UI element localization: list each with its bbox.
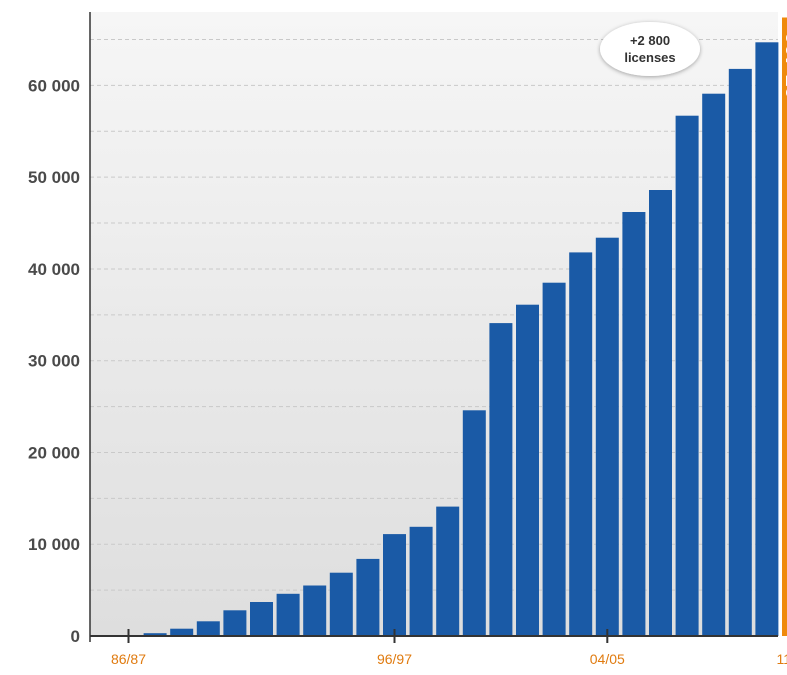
bar [649, 190, 672, 636]
y-tick-label: 40 000 [28, 260, 80, 279]
y-tick-label: 60 000 [28, 76, 80, 95]
y-tick-label: 30 000 [28, 352, 80, 371]
bar [356, 559, 379, 636]
bar [436, 507, 459, 636]
bar [755, 42, 778, 636]
highlight-value-label: 67 400 [782, 32, 787, 99]
bar [516, 305, 539, 636]
bar [383, 534, 406, 636]
bar [197, 621, 220, 636]
bar [410, 527, 433, 636]
x-tick-label: 11/12 [777, 651, 787, 667]
bar [543, 283, 566, 636]
bar [303, 586, 326, 637]
bar [250, 602, 273, 636]
callout-line-2: licenses [624, 50, 675, 65]
bar [569, 252, 592, 636]
callout-bubble [600, 22, 700, 76]
plot-background [90, 12, 778, 636]
callout-line-1: +2 800 [630, 33, 670, 48]
y-tick-label: 0 [71, 627, 80, 646]
y-tick-label: 20 000 [28, 443, 80, 462]
bar [463, 410, 486, 636]
x-tick-label: 04/05 [590, 651, 625, 667]
bar [277, 594, 300, 636]
bar [729, 69, 752, 636]
bar [330, 573, 353, 636]
y-tick-label: 50 000 [28, 168, 80, 187]
bar [702, 94, 725, 636]
x-tick-label: 86/87 [111, 651, 146, 667]
highlight-bar [782, 18, 787, 637]
bar [170, 629, 193, 636]
y-tick-label: 10 000 [28, 535, 80, 554]
bar [596, 238, 619, 636]
x-tick-label: 96/97 [377, 651, 412, 667]
bar [676, 116, 699, 636]
bar [489, 323, 512, 636]
bar [622, 212, 645, 636]
bar [223, 610, 246, 636]
